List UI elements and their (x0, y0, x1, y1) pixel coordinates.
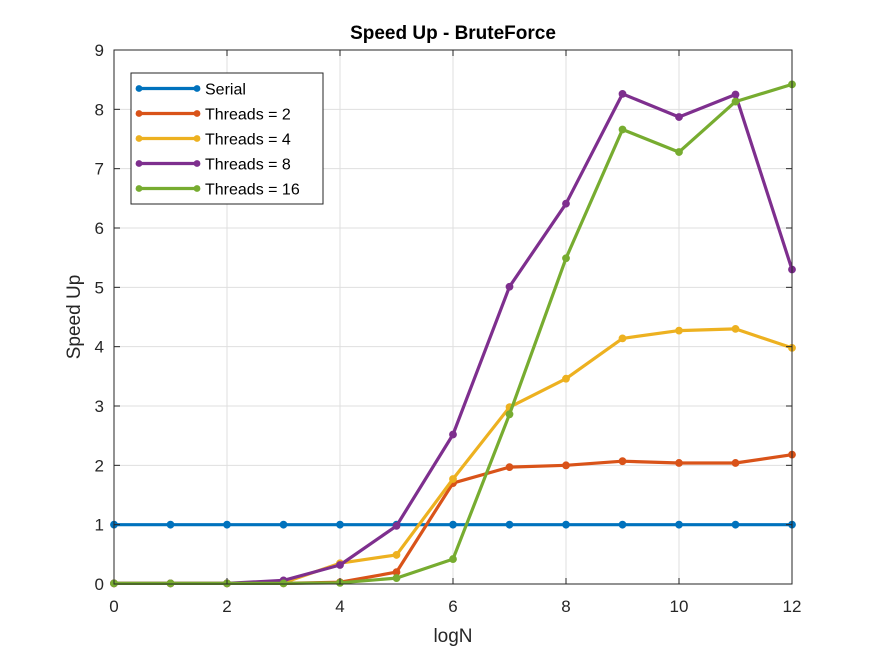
y-tick-label: 3 (95, 397, 104, 416)
legend-marker (135, 110, 143, 117)
data-point (731, 97, 740, 106)
x-tick-label: 8 (561, 597, 570, 616)
x-axis-label: logN (433, 626, 472, 647)
data-point (505, 410, 514, 419)
data-point (505, 463, 514, 472)
data-point (279, 520, 288, 529)
y-tick-label: 6 (95, 219, 104, 238)
data-point (618, 125, 627, 134)
y-tick-label: 2 (95, 456, 104, 475)
y-tick-label: 4 (95, 338, 104, 357)
legend-item: Threads = 16 (135, 182, 300, 199)
data-point (675, 326, 683, 335)
legend-label: Threads = 16 (205, 182, 300, 199)
data-point (562, 199, 570, 208)
legend-item: Threads = 8 (135, 157, 291, 174)
legend-marker (193, 135, 201, 142)
x-tick-label: 0 (109, 597, 118, 616)
data-point (505, 520, 514, 529)
data-point (618, 457, 627, 466)
data-point (731, 459, 740, 467)
legend-marker (135, 160, 143, 167)
data-point (449, 430, 457, 439)
legend-label: Threads = 2 (205, 107, 291, 124)
data-point (618, 520, 627, 529)
data-point (675, 459, 683, 467)
data-point (392, 521, 401, 530)
x-tick-label: 6 (448, 597, 457, 616)
y-tick-label: 8 (95, 100, 104, 119)
data-point (675, 520, 683, 529)
data-point (223, 520, 231, 529)
legend-item: Threads = 4 (135, 132, 291, 149)
data-point (336, 520, 344, 529)
y-tick-label: 9 (95, 41, 104, 60)
data-point (731, 324, 740, 333)
legend-marker (193, 110, 201, 117)
legend-marker (135, 135, 143, 142)
data-point (562, 520, 570, 529)
data-point (392, 551, 401, 559)
data-point (675, 148, 683, 156)
legend-label: Threads = 4 (205, 132, 291, 149)
legend-item: Serial (135, 82, 246, 99)
x-tick-label: 10 (670, 597, 689, 616)
data-point (731, 90, 740, 99)
data-point (166, 579, 175, 588)
legend-marker (193, 160, 201, 167)
data-point (505, 282, 514, 291)
data-point (449, 520, 457, 529)
data-point (675, 113, 683, 121)
data-point (731, 520, 740, 529)
x-tick-label: 2 (222, 597, 231, 616)
x-tick-label: 4 (335, 597, 344, 616)
data-point (618, 334, 627, 343)
legend: Serial Threads = 2 Threads = 4 Threads = 8 T… (130, 72, 324, 205)
legend-label: Threads = 8 (205, 157, 291, 174)
legend-item: Threads = 2 (135, 107, 291, 124)
legend-marker (135, 185, 143, 192)
legend-label: Serial (205, 82, 246, 99)
data-point (562, 461, 570, 470)
legend-marker (193, 185, 201, 192)
data-point (618, 90, 627, 98)
data-point (562, 254, 570, 263)
legend-marker (193, 85, 201, 92)
data-point (336, 561, 344, 569)
legend-marker (135, 85, 143, 92)
data-point (166, 520, 175, 529)
x-tick-label: 12 (783, 597, 802, 616)
data-point (562, 374, 570, 383)
y-tick-label: 7 (95, 160, 104, 179)
data-point (279, 579, 288, 588)
y-tick-label: 5 (95, 278, 104, 297)
y-tick-label: 1 (95, 516, 104, 535)
y-axis-label: Speed Up (64, 275, 85, 360)
data-point (449, 555, 457, 563)
data-point (449, 475, 457, 483)
data-point (392, 574, 401, 582)
y-tick-label: 0 (95, 575, 104, 594)
chart-title: Speed Up - BruteForce (350, 23, 556, 44)
